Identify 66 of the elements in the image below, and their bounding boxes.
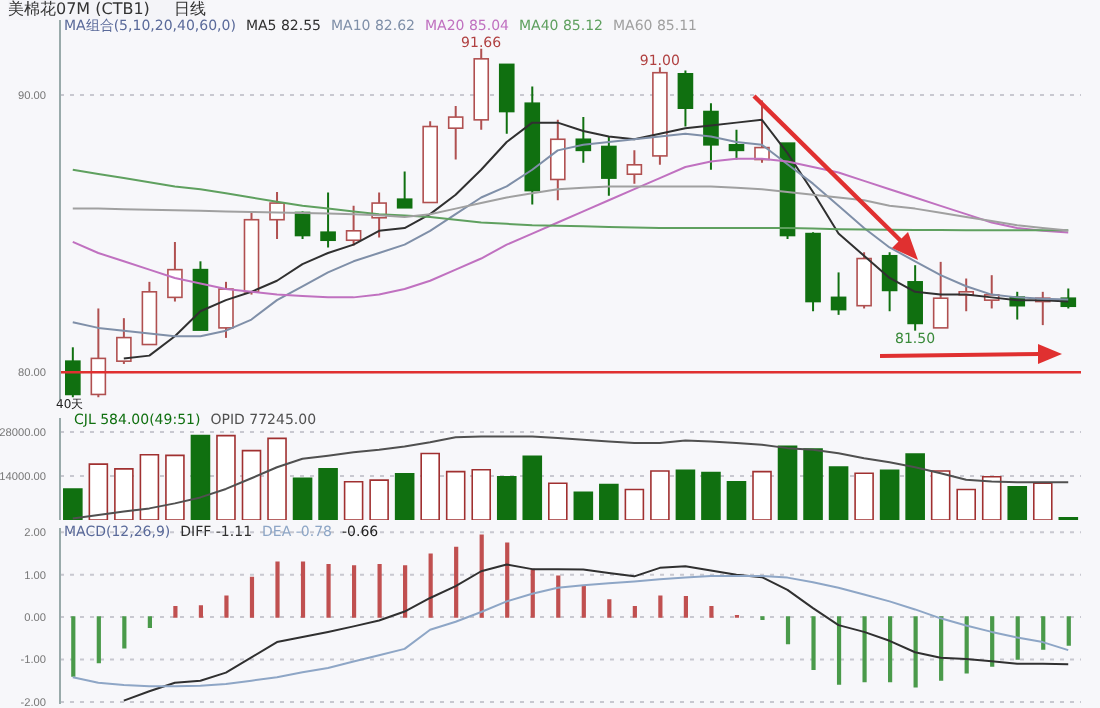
candlestick [626, 149, 643, 185]
line-series [71, 574, 1070, 688]
candlestick [907, 264, 923, 332]
candlestick [320, 191, 336, 249]
line-series [122, 563, 1070, 702]
candlestick [269, 190, 285, 241]
candlestick [65, 346, 81, 399]
bar [190, 434, 211, 520]
candlestick [116, 317, 132, 365]
text: 日线 [173, 0, 206, 18]
bar [1007, 485, 1028, 520]
candlestick [703, 102, 719, 171]
chart-title: 美棉花07M (CTB1) [8, 0, 150, 18]
bar [981, 475, 1002, 520]
candlestick [728, 128, 745, 161]
candlestick [345, 204, 362, 247]
bar [369, 479, 389, 520]
bar [343, 480, 364, 520]
bar [1032, 482, 1053, 520]
candlestick [218, 280, 234, 339]
candlestick [601, 135, 617, 197]
bar [930, 470, 951, 520]
bar [522, 455, 543, 520]
candlestick [498, 63, 515, 135]
line-series [71, 185, 1070, 232]
bar [624, 488, 645, 520]
bar [241, 449, 262, 520]
candlestick [932, 260, 949, 329]
bar [292, 477, 313, 520]
candlestick [396, 170, 413, 209]
candlestick [447, 104, 464, 161]
bar [752, 470, 772, 520]
bar [905, 453, 925, 520]
bar [88, 463, 109, 520]
bar [394, 473, 415, 520]
bar [420, 452, 440, 520]
bar [777, 445, 798, 520]
bar [854, 472, 874, 520]
bar [956, 488, 976, 520]
bar [63, 488, 83, 520]
bar [573, 491, 594, 520]
bar [471, 468, 492, 520]
candlestick [90, 307, 107, 399]
bar [726, 480, 747, 520]
bar [267, 437, 287, 520]
bar [701, 471, 721, 520]
bar [803, 448, 823, 520]
candlestick [856, 251, 872, 310]
line-series [71, 435, 1070, 520]
bar [675, 469, 696, 520]
bar [496, 475, 517, 520]
bar [828, 466, 849, 520]
bar [879, 469, 900, 520]
bar [318, 468, 338, 520]
bar [216, 434, 236, 520]
candlestick [677, 69, 694, 128]
candlestick [830, 271, 847, 316]
bar [139, 453, 160, 520]
candlestick [549, 118, 566, 202]
bar [650, 470, 670, 520]
bar [445, 470, 466, 520]
candlestick [167, 240, 183, 303]
bar [548, 482, 568, 520]
bar [599, 483, 619, 520]
bar [165, 454, 185, 520]
bar [114, 468, 134, 520]
